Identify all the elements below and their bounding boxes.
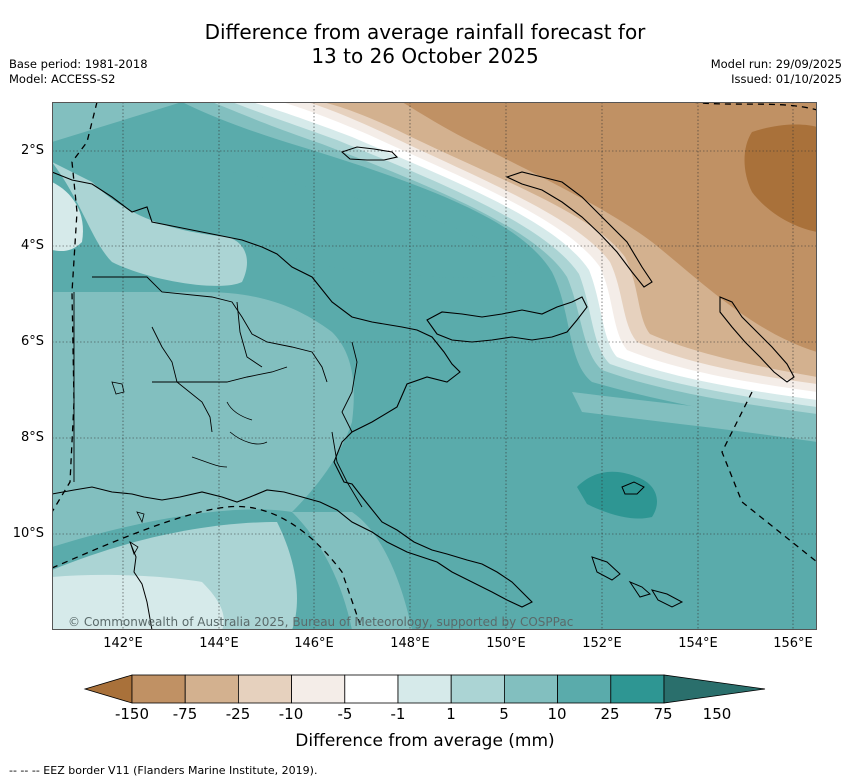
zone-dry-75 [402, 102, 817, 352]
new-britain-coastline [426, 296, 588, 343]
lat-label-2s: 2°S [20, 143, 44, 158]
zone-dry-150 [744, 124, 817, 232]
title-line-1: Difference from average rainfall forecas… [204, 20, 646, 44]
colorbar-segment-7 [450, 674, 505, 704]
new-guinea-coastline [52, 171, 533, 608]
colorbar-label-neg75: -75 [172, 705, 198, 723]
rainfall-map: © Commonwealth of Australia 2025, Bureau… [52, 102, 817, 630]
lon-label-144e: 144°E [199, 636, 239, 651]
colorbar-segment-9 [557, 674, 612, 704]
colorbar-arrow-high [663, 674, 766, 704]
colorbar-label-1: 1 [446, 705, 456, 723]
cape-york-coastline [129, 541, 153, 630]
lat-label-6s: 6°S [20, 334, 44, 349]
lon-label-150e: 150°E [486, 636, 526, 651]
lat-label-4s: 4°S [20, 238, 44, 253]
eez-border-note: -- -- -- EEZ border V11 (Flanders Marine… [9, 764, 318, 777]
colorbar-label-5: 5 [499, 705, 509, 723]
lon-label-152e: 152°E [582, 636, 622, 651]
lon-label-156e: 156°E [773, 636, 813, 651]
colorbar-label-neg10: -10 [278, 705, 304, 723]
lat-label-10s: 10°S [12, 526, 44, 541]
colorbar-segment-4 [291, 674, 346, 704]
colorbar-segment-10 [610, 674, 665, 704]
colorbar-label-25: 25 [600, 705, 620, 723]
manus-coastline [340, 146, 399, 161]
issued-date: Issued: 01/10/2025 [731, 72, 842, 86]
colorbar-label-neg150: -150 [114, 705, 150, 723]
eez-borders [52, 102, 817, 630]
colorbar-segment-5 [344, 674, 399, 704]
copyright-notice: © Commonwealth of Australia 2025, Bureau… [68, 615, 573, 629]
model-run-date: Model run: 29/09/2025 [710, 57, 842, 71]
lon-label-142e: 142°E [103, 636, 143, 651]
model-name: Model: ACCESS-S2 [9, 72, 116, 86]
colorbar-label-neg25: -25 [225, 705, 251, 723]
zone-wet-central [232, 172, 522, 278]
province-borders [73, 276, 363, 508]
colorbar [83, 674, 766, 704]
colorbar-label-neg1: -1 [390, 705, 406, 723]
new-ireland-coastline [505, 171, 653, 288]
zone-palest-teal-west [52, 182, 83, 252]
colorbar-segment-1 [131, 674, 186, 704]
colorbar-label-150: 150 [702, 705, 732, 723]
graticule [52, 102, 817, 630]
colorbar-label-neg5: -5 [337, 705, 353, 723]
zone-lighter-teal-west [52, 162, 247, 286]
zone-se-light [572, 392, 817, 442]
zone-light-teal-south [52, 292, 354, 547]
map-frame [52, 102, 817, 630]
woodlark-island [621, 481, 645, 495]
bougainville-coastline [719, 296, 795, 383]
zone-light-teal-west [52, 102, 182, 142]
colorbar-title: Difference from average (mm) [295, 731, 555, 751]
zone-south-central [292, 512, 412, 630]
d-entrecasteaux-islands [591, 556, 684, 608]
base-period: Base period: 1981-2018 [9, 57, 148, 71]
colorbar-label-10: 10 [547, 705, 567, 723]
colorbar-segment-3 [237, 674, 292, 704]
colorbar-segment-6 [397, 674, 452, 704]
fly-river-delta [191, 401, 268, 468]
colorbar-segment-8 [503, 674, 558, 704]
run-info: Model run: 29/09/2025 Issued: 01/10/2025 [711, 57, 842, 87]
lon-label-154e: 154°E [678, 636, 718, 651]
chart-title: Difference from average rainfall forecas… [0, 20, 850, 68]
lon-label-146e: 146°E [294, 636, 334, 651]
lon-label-148e: 148°E [390, 636, 430, 651]
colorbar-label-75: 75 [653, 705, 673, 723]
zone-palest-teal-sw [52, 574, 224, 630]
colorbar-segment-2 [184, 674, 239, 704]
title-line-2: 13 to 26 October 2025 [311, 44, 539, 68]
colorbar-arrow-low [83, 674, 133, 704]
lat-label-8s: 8°S [20, 430, 44, 445]
model-info: Base period: 1981-2018 Model: ACCESS-S2 [9, 57, 148, 87]
